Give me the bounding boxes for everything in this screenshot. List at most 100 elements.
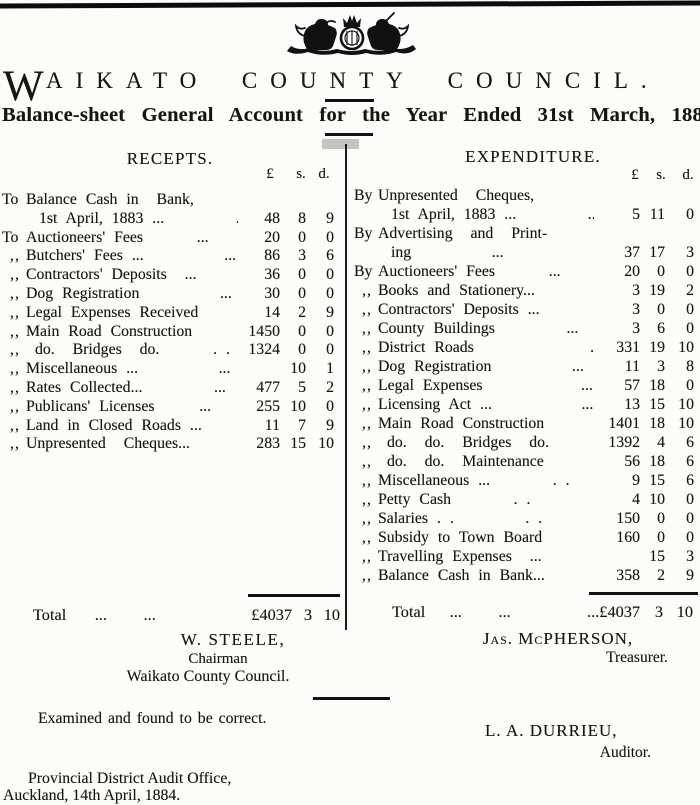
receipts-total-row: Total ... ... £4037 3 10 <box>0 605 340 625</box>
ledger-row: ,, Legal Expenses Received 14 2 9 <box>0 304 334 323</box>
row-pounds: 1324 <box>248 341 280 359</box>
row-prefix: ,, <box>362 567 372 584</box>
row-prefix: ,, <box>362 453 372 470</box>
row-label: Subsidy to Town Board <box>378 529 543 546</box>
row-label: do. do. Bridges do. <box>378 434 550 451</box>
expenditure-rows: By Unpresented Cheques, 1st April, 1883 … <box>352 186 694 585</box>
ledger-row: 1st April, 1883 ... ... 5 11 0 <box>352 205 694 224</box>
row-prefix: ,, <box>10 435 20 453</box>
expenditure-pence-header: d. <box>682 167 694 183</box>
row-prefix: ,, <box>362 529 372 546</box>
row-prefix: ,, <box>362 282 372 299</box>
row-prefix: ,, <box>10 416 20 434</box>
row-pounds: 1392 <box>608 434 640 451</box>
row-shillings: 18 <box>649 377 665 394</box>
row-pounds: 20 <box>264 228 280 246</box>
row-prefix: ,, <box>10 360 20 378</box>
row-pounds: 331 <box>616 339 640 356</box>
row-shillings: 6 <box>657 320 665 337</box>
row-pounds: 13 <box>624 396 640 413</box>
receipts-pence-header: d. <box>318 166 330 182</box>
row-shillings: 15 <box>649 548 665 565</box>
chairman-signature-org: Waikato County Council. <box>126 668 290 685</box>
row-pounds: 57 <box>624 377 640 394</box>
audit-office-date-line: Auckland, 14th April, 1884. <box>3 787 181 804</box>
row-pence: 0 <box>326 266 334 284</box>
ledger-row: ,, Licensing Act ... ... 13 15 10 <box>352 395 694 414</box>
row-pounds: 14 <box>264 303 280 321</box>
row-pence: 0 <box>326 341 334 359</box>
row-shillings: 2 <box>298 303 306 321</box>
row-pounds: 86 <box>264 247 280 265</box>
row-pounds: 3 <box>632 320 640 337</box>
row-shillings: 15 <box>290 435 306 453</box>
row-label: Unpresented Cheques... <box>26 435 190 453</box>
row-prefix: ,, <box>10 322 20 340</box>
total-pounds: ...£4037 <box>587 602 640 621</box>
row-label: Main Road Construction <box>378 415 545 432</box>
row-shillings: 19 <box>649 282 665 299</box>
row-pence: 0 <box>686 510 694 527</box>
row-pence: 6 <box>686 472 694 489</box>
total-pence: 10 <box>676 602 693 621</box>
row-label: Butchers' Fees ... ... <box>26 247 237 265</box>
row-prefix: ,, <box>362 415 372 432</box>
row-prefix: By <box>354 263 373 280</box>
ledger-row: ,, Books and Stationery... 3 19 2 <box>352 281 694 300</box>
row-pence: 9 <box>326 303 334 321</box>
row-pence: 6 <box>686 453 694 470</box>
row-shillings: 18 <box>649 415 665 432</box>
row-prefix: By <box>354 187 373 204</box>
row-pence: 8 <box>686 358 694 375</box>
row-shillings: 0 <box>657 529 665 546</box>
row-prefix: ,, <box>362 339 372 356</box>
row-pounds: 9 <box>632 472 640 489</box>
row-prefix: ,, <box>362 320 372 337</box>
total-pounds: £4037 <box>251 605 292 624</box>
row-label: do. Bridges do. . . <box>26 341 230 359</box>
scan-smudge <box>322 139 359 149</box>
row-label: Legal Expenses ... <box>378 377 593 394</box>
total-shillings: 3 <box>303 605 312 624</box>
masthead-drop-cap: W <box>3 63 44 110</box>
row-pence: 9 <box>326 416 334 434</box>
ledger-row: ,, Dog Registration ... 30 0 0 <box>0 285 334 304</box>
row-prefix: To <box>2 191 19 208</box>
ledger-row: ,, Subsidy to Town Board 160 0 0 <box>352 528 694 547</box>
ledger-row: 1st April, 1883 ... ... 48 8 9 <box>0 210 334 229</box>
row-shillings: 0 <box>298 322 306 340</box>
row-label: Unpresented Cheques, <box>378 187 535 204</box>
ledger-row: ,, Salaries . . . . . . 150 0 0 <box>352 509 694 528</box>
row-shillings: 0 <box>298 266 306 284</box>
audit-office-line: Provincial District Audit Office, <box>28 770 232 787</box>
row-prefix: ,, <box>362 358 372 375</box>
ledger-row: By Auctioneers' Fees ... 20 0 0 <box>352 262 694 281</box>
row-pounds: 3 <box>632 282 640 299</box>
row-pounds: 477 <box>256 378 280 396</box>
row-label: Contractors' Deposits ... <box>26 266 197 284</box>
row-shillings: 0 <box>298 228 306 246</box>
row-label: 1st April, 1883 ... ... <box>391 206 594 223</box>
row-pence: 0 <box>686 491 694 508</box>
row-label: Salaries . . . . . . <box>378 510 543 527</box>
expenditure-total-row: Total ... ... ...£4037 3 10 <box>352 602 693 622</box>
row-label: Dog Registration ... <box>26 284 232 302</box>
row-pounds: 283 <box>256 435 280 453</box>
ledger-row: ,, Travelling Expenses ... 15 3 <box>352 547 694 566</box>
ledger-row: ,, Publicans' Licenses ... 255 10 0 <box>0 398 334 417</box>
row-label: Auctioneers' Fees ... <box>26 228 209 246</box>
row-shillings: 15 <box>649 472 665 489</box>
ledger-row: ,, do. do. Bridges do. 1392 4 6 <box>352 433 694 452</box>
ledger-row: ,, Main Road Construction 1401 18 10 <box>352 414 694 433</box>
page-title: Balance-sheet General Account for the Ye… <box>2 104 700 126</box>
row-pence: 3 <box>686 244 694 261</box>
ledger-row: ,, Contractors' Deposits ... 36 0 0 <box>0 266 334 285</box>
masthead-title: AIKATO COUNTY COUNCIL. <box>46 69 660 92</box>
row-shillings: 3 <box>657 358 665 375</box>
treasurer-signature-role: Treasurer. <box>606 649 668 666</box>
row-prefix: ,, <box>362 301 372 318</box>
total-label: Total ... ... <box>33 605 181 624</box>
receipts-shillings-header: s. <box>296 166 306 182</box>
row-pounds: 1401 <box>608 415 640 432</box>
row-pence: 0 <box>686 377 694 394</box>
